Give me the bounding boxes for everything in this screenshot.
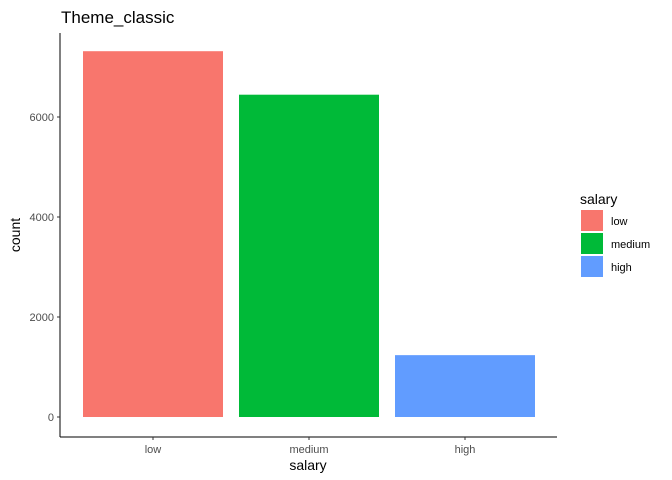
y-axis-title: count bbox=[7, 218, 23, 252]
legend-label-medium: medium bbox=[611, 239, 650, 251]
x-tick-label: high bbox=[455, 444, 476, 456]
bar-high bbox=[395, 355, 535, 417]
bar-medium bbox=[239, 94, 379, 417]
legend-label-high: high bbox=[611, 262, 632, 274]
bar-low bbox=[83, 51, 223, 417]
y-tick-label: 2000 bbox=[30, 312, 54, 324]
legend-key-medium bbox=[581, 233, 603, 254]
y-tick-label: 4000 bbox=[30, 212, 54, 224]
x-axis-title: salary bbox=[289, 457, 326, 473]
y-ticks-group: 0 2000 4000 6000 bbox=[30, 112, 60, 424]
legend-key-high bbox=[581, 256, 603, 277]
legend-label-low: low bbox=[611, 216, 628, 228]
bars-group bbox=[83, 51, 535, 417]
x-tick-label: low bbox=[145, 444, 162, 456]
legend-title: salary bbox=[580, 191, 617, 207]
chart-title: Theme_classic bbox=[61, 8, 175, 27]
x-tick-label: medium bbox=[289, 444, 328, 456]
x-ticks-group: low medium high bbox=[145, 437, 476, 456]
y-tick-label: 6000 bbox=[30, 112, 54, 124]
y-tick-label: 0 bbox=[48, 412, 54, 424]
legend: salary low medium high bbox=[580, 191, 650, 277]
legend-key-low bbox=[581, 210, 603, 231]
